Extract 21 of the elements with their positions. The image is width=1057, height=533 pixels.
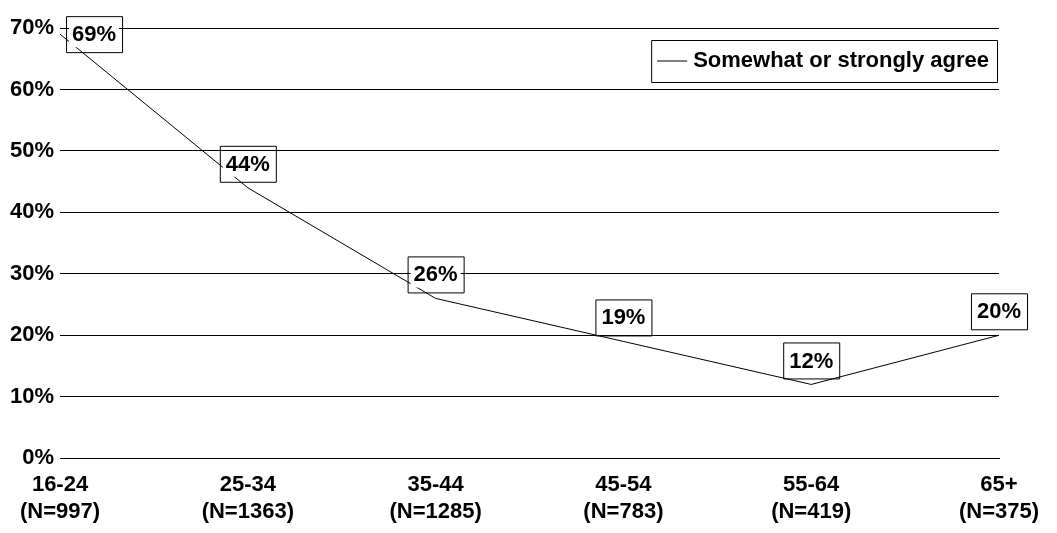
text: 12% xyxy=(789,347,834,373)
text: 26% xyxy=(413,261,458,287)
y-tick-label: 30% xyxy=(9,259,55,285)
x-tick-label: 65+ (N=375) xyxy=(958,471,1040,523)
x-tick-label: 35-44 (N=1285) xyxy=(389,471,482,523)
y-tick-label: 0% xyxy=(22,444,55,470)
y-tick-label: 40% xyxy=(9,198,55,224)
y-tick-label: 10% xyxy=(9,382,55,408)
legend-label: Somewhat or strongly agree xyxy=(693,47,990,73)
x-tick-label: 45-54 (N=783) xyxy=(583,471,664,523)
y-tick-label: 70% xyxy=(9,14,55,40)
x-tick-label: 25-34 (N=1363) xyxy=(201,471,294,523)
y-tick-label: 20% xyxy=(9,321,55,347)
text: 19% xyxy=(601,304,646,330)
text: 20% xyxy=(976,298,1022,324)
text: 44% xyxy=(225,150,270,176)
y-tick-label: 60% xyxy=(9,75,55,101)
text: 69% xyxy=(72,21,117,47)
x-tick-label: 16-24 (N=997) xyxy=(19,471,101,523)
y-tick-label: 50% xyxy=(9,136,55,162)
x-tick-label: 55-64 (N=419) xyxy=(771,471,852,523)
